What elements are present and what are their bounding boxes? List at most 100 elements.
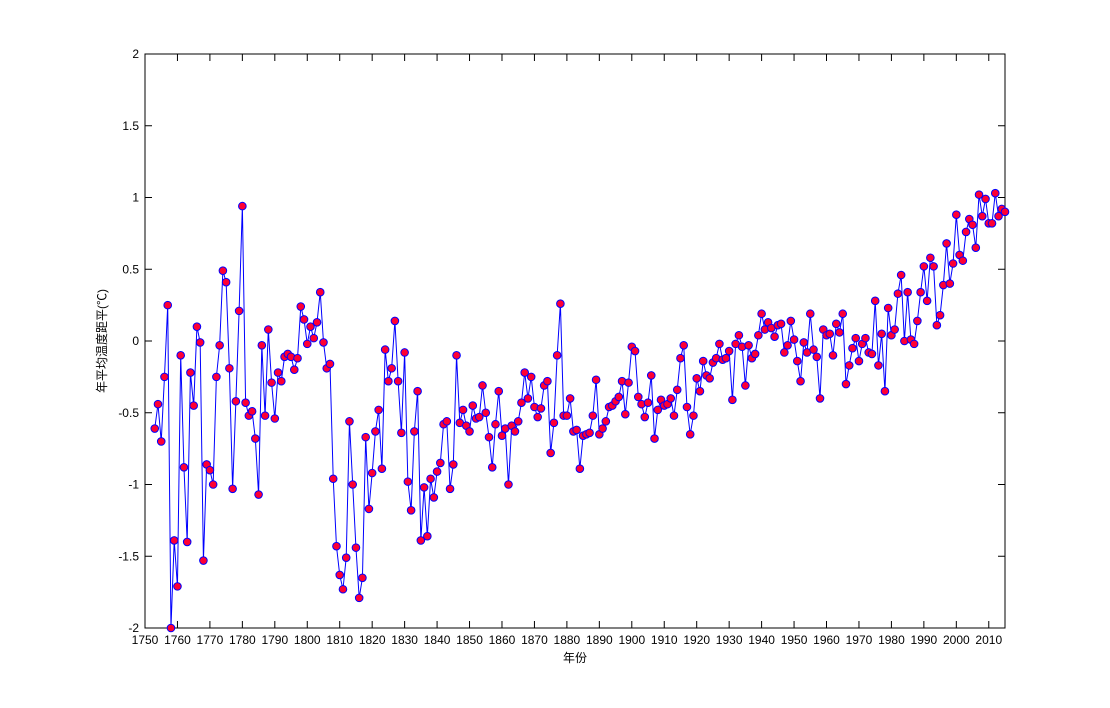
data-point [825, 329, 835, 339]
data-point [205, 465, 215, 475]
data-point [672, 385, 682, 395]
data-point [893, 289, 903, 298]
data-point [510, 427, 520, 436]
data-point [153, 399, 163, 409]
y-tick-label: 1.5 [122, 119, 139, 133]
data-point [676, 353, 685, 363]
data-point [387, 363, 396, 373]
data-point [487, 462, 497, 472]
x-tick-label: 1750 [132, 633, 159, 647]
data-point [195, 338, 205, 347]
data-point [166, 623, 176, 633]
data-point [750, 349, 760, 359]
data-point [251, 434, 260, 443]
data-point [994, 211, 1003, 221]
data-point [793, 356, 802, 366]
data-point [536, 404, 546, 413]
data-point [835, 328, 844, 337]
data-point [225, 363, 234, 373]
data-point [293, 353, 302, 363]
data-point [426, 474, 435, 484]
data-point [977, 211, 987, 221]
data-point [504, 480, 513, 489]
data-point [728, 395, 737, 405]
data-point [770, 332, 779, 341]
x-tick-label: 1830 [391, 633, 418, 647]
data-point [260, 411, 270, 420]
data-point [267, 378, 276, 387]
data-point [345, 417, 354, 426]
data-point [575, 464, 585, 474]
y-tick-label: -1.5 [118, 549, 139, 563]
data-point [776, 319, 786, 329]
data-point [169, 536, 179, 545]
data-point [410, 427, 419, 436]
data-point [374, 405, 383, 415]
data-point [935, 310, 945, 320]
x-tick-label: 2010 [975, 633, 1002, 647]
data-point [786, 316, 796, 326]
data-point [449, 460, 458, 469]
data-point [783, 341, 792, 350]
data-point [309, 333, 319, 343]
data-point [643, 398, 653, 408]
x-tick-label: 1760 [164, 633, 191, 647]
data-point [744, 341, 753, 350]
data-point [874, 361, 883, 370]
x-tick-label: 1860 [489, 633, 516, 647]
data-point [919, 262, 929, 271]
x-tick-label: 1900 [618, 633, 645, 647]
data-point [436, 458, 445, 468]
data-point [828, 351, 838, 360]
x-tick-label: 1930 [716, 633, 743, 647]
x-tick-label: 1980 [878, 633, 905, 647]
data-point [909, 339, 919, 349]
data-point [325, 359, 335, 369]
data-point [757, 309, 766, 319]
data-point [215, 341, 224, 350]
data-point [221, 277, 231, 287]
data-point [277, 376, 286, 386]
x-tick-label: 1840 [424, 633, 451, 647]
data-point [838, 309, 848, 319]
data-point [361, 432, 370, 442]
x-tick-label: 1910 [651, 633, 678, 647]
data-point [961, 227, 971, 237]
data-point [517, 398, 526, 408]
data-point [588, 411, 598, 420]
data-point [406, 506, 416, 515]
plot-area [144, 53, 1006, 629]
data-point [306, 322, 315, 331]
data-point [299, 315, 309, 324]
data-point [481, 408, 491, 418]
data-point [666, 394, 676, 403]
data-point [556, 299, 565, 308]
data-point [192, 322, 202, 331]
data-point [491, 419, 500, 429]
data-point [903, 287, 912, 297]
data-point [520, 368, 529, 377]
data-point [653, 405, 663, 415]
data-point [234, 306, 244, 316]
data-point [913, 316, 922, 326]
data-point [987, 219, 997, 228]
data-point [400, 348, 409, 357]
data-point [546, 448, 555, 458]
data-point [354, 593, 364, 603]
x-tick-label: 1920 [683, 633, 710, 647]
data-point [377, 464, 387, 474]
data-point [526, 372, 536, 382]
data-point [585, 428, 594, 438]
x-tick-label: 1850 [456, 633, 483, 647]
data-point [484, 432, 494, 442]
data-point [932, 320, 942, 330]
data-point [958, 256, 968, 265]
data-point [990, 188, 1000, 198]
data-point [351, 543, 361, 552]
data-point [442, 417, 452, 426]
data-point [432, 467, 442, 476]
data-point [549, 418, 559, 428]
x-tick-label: 1990 [911, 633, 938, 647]
